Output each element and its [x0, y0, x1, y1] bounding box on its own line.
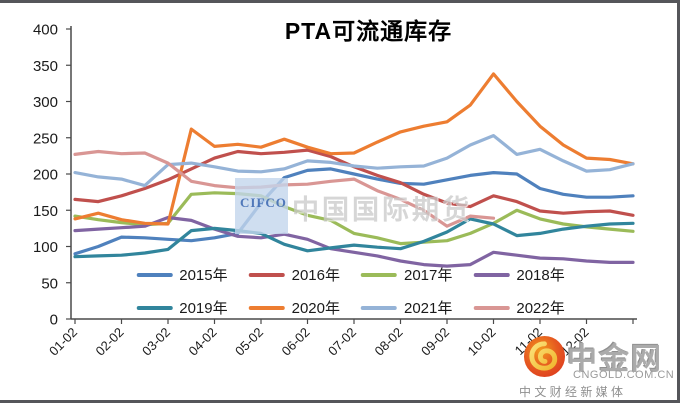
x-tick-label: 12-02	[558, 325, 592, 359]
line-chart: 0 50 100 150 200 250 300 350 400 01-02 02-02 03-02 0…	[33, 22, 637, 359]
legend-swatch	[136, 305, 173, 310]
y-tick-label: 0	[50, 312, 58, 329]
legend-label: 2019年	[179, 300, 228, 317]
legend-swatch	[361, 305, 397, 310]
chart-title: PTA可流通库存	[284, 18, 453, 44]
y-tick-label: 150	[33, 203, 58, 220]
series-line-2019年	[73, 217, 635, 259]
legend-label: 2018年	[516, 267, 565, 284]
series-line-2015年	[73, 167, 635, 256]
legend-item-2017年: 2017年	[361, 264, 452, 285]
legend-swatch	[248, 272, 285, 277]
legend-item-2018年: 2018年	[473, 264, 565, 285]
legend-swatch	[248, 305, 285, 310]
x-tick-label: 01-02	[46, 325, 80, 359]
legend-label: 2016年	[291, 267, 340, 284]
series-line-2017年	[73, 191, 635, 246]
series-line-2020年	[73, 72, 635, 226]
x-tick-label: 05-02	[232, 325, 266, 359]
chart-legend-row-2: 2019年 2020年 2021年 2022年	[136, 297, 565, 318]
y-tick-label: 250	[33, 130, 58, 147]
y-tick-label: 200	[33, 167, 58, 184]
legend-item-2021年: 2021年	[361, 297, 452, 318]
legend-label: 2021年	[404, 300, 453, 317]
legend-item-2016年: 2016年	[248, 264, 340, 285]
y-tick-label: 100	[33, 239, 58, 256]
legend-label: 2017年	[404, 267, 453, 284]
legend-swatch	[473, 272, 510, 277]
legend-label: 2022年	[516, 300, 565, 317]
x-tick-label: 04-02	[186, 325, 220, 359]
x-tick-label: 06-02	[279, 325, 313, 359]
legend-item-2015年: 2015年	[136, 264, 228, 285]
legend-swatch	[361, 272, 397, 277]
y-tick-label: 400	[33, 22, 58, 39]
y-tick-label: 350	[33, 58, 58, 75]
x-tick-label: 07-02	[325, 325, 359, 359]
legend-label: 2020年	[291, 300, 340, 317]
legend-swatch	[473, 305, 510, 310]
x-tick-label: 08-02	[372, 325, 406, 359]
legend-item-2020年: 2020年	[248, 297, 340, 318]
legend-item-2019年: 2019年	[136, 297, 228, 318]
x-tick-label: 03-02	[139, 325, 173, 359]
legend-label: 2015年	[179, 267, 228, 284]
legend-swatch	[136, 272, 173, 277]
y-tick-label: 50	[41, 275, 58, 292]
x-tick-label: 10-02	[465, 325, 499, 359]
legend-item-2022年: 2022年	[473, 297, 565, 318]
chart-legend-row-1: 2015年 2016年 2017年 2018年	[136, 264, 565, 285]
y-tick-label: 300	[33, 94, 58, 111]
x-tick-label: 02-02	[93, 325, 127, 359]
x-tick-label: 09-02	[418, 325, 452, 359]
x-tick-label: 11-02	[512, 325, 545, 358]
